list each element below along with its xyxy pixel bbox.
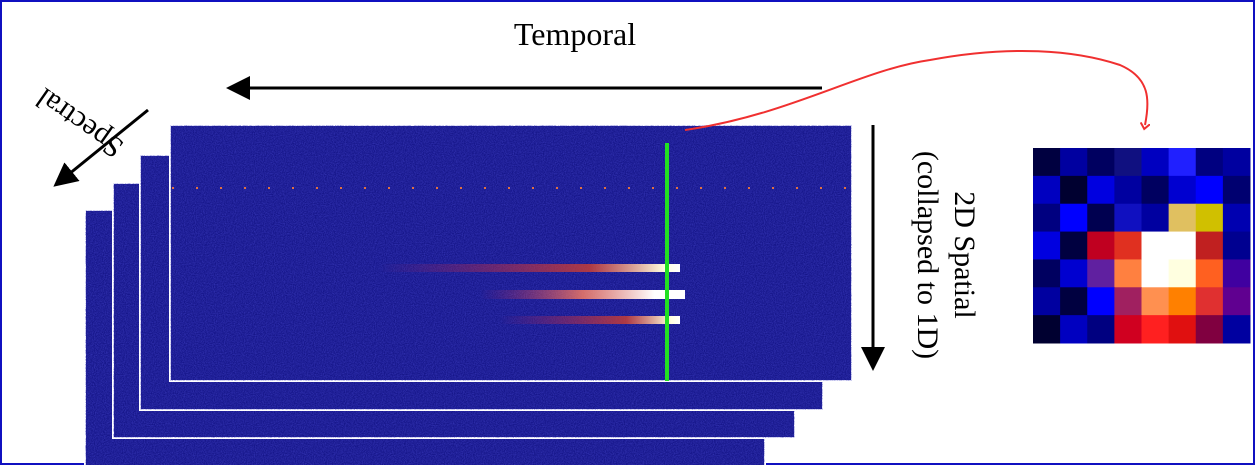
pixel [1195,203,1224,233]
streak [380,264,680,272]
pixel [1114,231,1142,260]
pixel [1087,203,1115,233]
pixel [1114,259,1142,288]
pixel [1033,175,1061,205]
pixel [1168,148,1197,177]
pixel [1141,287,1170,316]
frame-stack [84,124,853,465]
pixel [1141,148,1170,177]
pixel [1141,203,1170,233]
spatial-note: (collapsed to 1D) [911,151,944,359]
pixel [1060,203,1088,233]
pixel [1087,287,1115,316]
pixel [1060,287,1088,316]
pixel [1141,259,1170,288]
pixel [1222,287,1251,316]
pixel [1195,315,1224,344]
pixel [1195,148,1224,177]
pixel [1087,175,1115,205]
pixel [1222,259,1251,288]
pixel [1168,175,1197,205]
pixel [1060,315,1088,344]
frame-noise [170,125,852,381]
pixel [1195,287,1224,316]
pixel [1033,231,1061,260]
pixel [1114,315,1142,344]
pixel [1114,148,1142,177]
streak [500,316,680,324]
pixel [1033,203,1061,233]
pixel [1222,315,1251,344]
pixel [1060,259,1088,288]
pixel-zoom [1033,148,1251,344]
pixel [1168,287,1197,316]
pixel [1087,259,1115,288]
pixel [1087,231,1115,260]
pixel [1222,203,1251,233]
pixel [1087,315,1115,344]
pixel [1222,231,1251,260]
pixel [1168,315,1197,344]
spectral-arrow [53,108,149,187]
streak [480,290,685,299]
pixel [1033,287,1061,316]
pixel [1222,148,1251,177]
pixel [1141,315,1170,344]
pixel [1195,175,1224,205]
pixel [1060,175,1088,205]
pixel [1168,203,1197,233]
pixel [1060,231,1088,260]
pixel [1033,259,1061,288]
pixel [1222,175,1251,205]
pixel [1141,231,1170,260]
pixel [1195,259,1224,288]
pixel [1195,231,1224,260]
pixel [1168,231,1197,260]
pixel [1114,175,1142,205]
pixel [1114,287,1142,316]
pixel [1033,315,1061,344]
temporal-label: Temporal [514,16,636,52]
spatial-label: 2D Spatial [948,191,981,319]
pixel [1141,175,1170,205]
pixel [1060,148,1088,177]
pixel [1114,203,1142,233]
pixel [1168,259,1197,288]
pixel [1033,148,1061,177]
pixel [1087,148,1115,177]
zoom-arrow [684,49,1147,131]
